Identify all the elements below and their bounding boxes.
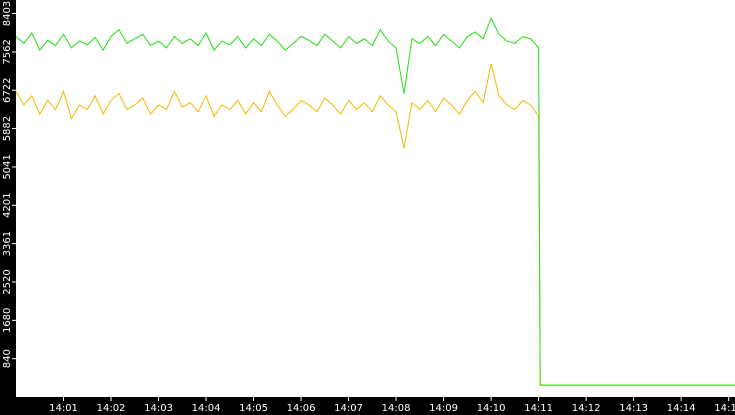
x-tick-label: 14:14 [667,403,696,414]
x-axis-strip [0,397,735,415]
x-tick-label: 14:13 [619,403,648,414]
y-tick-label: 4201 [2,193,13,218]
x-tick-label: 14:10 [477,403,506,414]
series-line [15,63,735,386]
y-tick-label: 6722 [2,78,13,103]
y-tick-label: 840 [2,349,13,368]
x-tick-label: 14:06 [287,403,316,414]
x-tick-label: 14:11 [524,403,553,414]
y-tick-label: 1680 [2,308,13,333]
y-tick-label: 5882 [2,116,13,141]
series-line [15,17,735,386]
x-tick-label: 14:03 [144,403,173,414]
x-tick-label: 14:15 [714,403,735,414]
y-tick-label: 7562 [2,39,13,64]
x-tick-label: 14:05 [239,403,268,414]
y-tick-label: 5041 [2,154,13,179]
x-tick-label: 14:09 [429,403,458,414]
x-tick-label: 14:08 [382,403,411,414]
y-tick-label: 8403 [2,1,13,26]
x-tick-label: 14:12 [572,403,601,414]
x-tick-label: 14:07 [334,403,363,414]
x-tick-label: 14:01 [49,403,78,414]
y-tick-label: 2520 [2,269,13,294]
y-axis-strip [0,0,16,415]
x-tick-label: 14:04 [192,403,221,414]
x-tick-label: 14:02 [97,403,126,414]
y-tick-label: 3361 [2,231,13,256]
